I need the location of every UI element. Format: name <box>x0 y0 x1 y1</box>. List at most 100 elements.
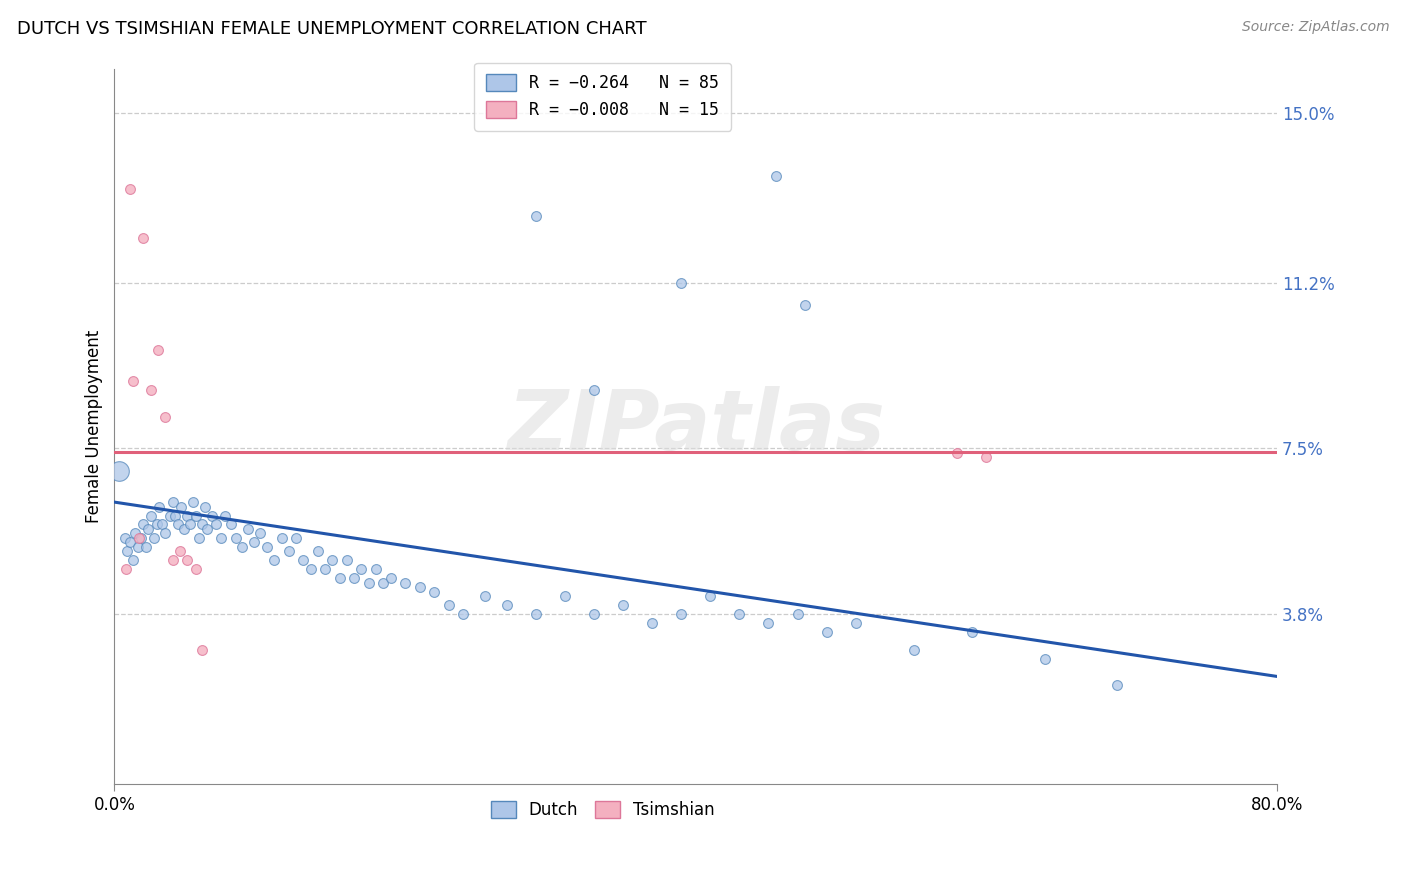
Point <box>169 544 191 558</box>
Point <box>758 615 780 630</box>
Text: Source: ZipAtlas.com: Source: ZipAtlas.com <box>1241 20 1389 34</box>
Point <box>793 298 815 312</box>
Point <box>150 517 173 532</box>
Point <box>336 553 359 567</box>
Point <box>1033 651 1056 665</box>
Point <box>132 517 155 532</box>
Point <box>146 343 169 358</box>
Point <box>107 464 129 478</box>
Point <box>214 508 236 523</box>
Point <box>343 571 366 585</box>
Point <box>139 384 162 398</box>
Point <box>357 575 380 590</box>
Point <box>132 231 155 245</box>
Point <box>231 540 253 554</box>
Point <box>167 517 190 532</box>
Point <box>122 375 145 389</box>
Point <box>329 571 352 585</box>
Point <box>120 535 142 549</box>
Point <box>699 589 721 603</box>
Point <box>321 553 343 567</box>
Point <box>155 526 177 541</box>
Point <box>124 526 146 541</box>
Point <box>181 495 204 509</box>
Point <box>350 562 373 576</box>
Point <box>184 508 207 523</box>
Point <box>524 209 547 223</box>
Point <box>960 624 983 639</box>
Point <box>845 615 868 630</box>
Point <box>394 575 416 590</box>
Point <box>122 553 145 567</box>
Point <box>127 540 149 554</box>
Point <box>115 562 138 576</box>
Point <box>270 531 292 545</box>
Point <box>201 508 224 523</box>
Point <box>437 598 460 612</box>
Point <box>117 544 139 558</box>
Point <box>292 553 315 567</box>
Point <box>583 607 606 621</box>
Point <box>364 562 387 576</box>
Point <box>190 517 212 532</box>
Point <box>408 580 430 594</box>
Point <box>451 607 474 621</box>
Point <box>225 531 247 545</box>
Point <box>187 531 209 545</box>
Point <box>139 508 162 523</box>
Point <box>173 522 195 536</box>
Point <box>197 522 219 536</box>
Point <box>474 589 496 603</box>
Point <box>142 531 165 545</box>
Point <box>299 562 322 576</box>
Point <box>170 500 193 514</box>
Point <box>148 500 170 514</box>
Point <box>815 624 838 639</box>
Legend: Dutch, Tsimshian: Dutch, Tsimshian <box>484 794 721 825</box>
Text: DUTCH VS TSIMSHIAN FEMALE UNEMPLOYMENT CORRELATION CHART: DUTCH VS TSIMSHIAN FEMALE UNEMPLOYMENT C… <box>17 20 647 37</box>
Point <box>976 450 998 465</box>
Point <box>903 642 925 657</box>
Point <box>176 508 198 523</box>
Point <box>946 446 969 460</box>
Point <box>209 531 232 545</box>
Point <box>612 598 634 612</box>
Point <box>219 517 242 532</box>
Point <box>495 598 517 612</box>
Point <box>765 169 787 183</box>
Point <box>205 517 228 532</box>
Point <box>162 495 184 509</box>
Point <box>114 531 136 545</box>
Point <box>256 540 278 554</box>
Point <box>129 531 152 545</box>
Point <box>786 607 808 621</box>
Point <box>423 584 446 599</box>
Point <box>671 607 693 621</box>
Point <box>307 544 329 558</box>
Point <box>554 589 576 603</box>
Point <box>243 535 266 549</box>
Point <box>145 517 167 532</box>
Point <box>176 553 198 567</box>
Point <box>165 508 187 523</box>
Point <box>162 553 184 567</box>
Point <box>155 410 177 425</box>
Point <box>314 562 336 576</box>
Point <box>184 562 207 576</box>
Point <box>380 571 402 585</box>
Point <box>190 642 212 657</box>
Point <box>159 508 181 523</box>
Point <box>524 607 547 621</box>
Point <box>136 522 159 536</box>
Text: ZIPatlas: ZIPatlas <box>506 385 884 467</box>
Point <box>728 607 751 621</box>
Point <box>583 384 606 398</box>
Point <box>1107 678 1129 692</box>
Point <box>671 276 693 290</box>
Point <box>285 531 308 545</box>
Point <box>135 540 157 554</box>
Point <box>179 517 201 532</box>
Point <box>263 553 285 567</box>
Point <box>641 615 664 630</box>
Point <box>277 544 299 558</box>
